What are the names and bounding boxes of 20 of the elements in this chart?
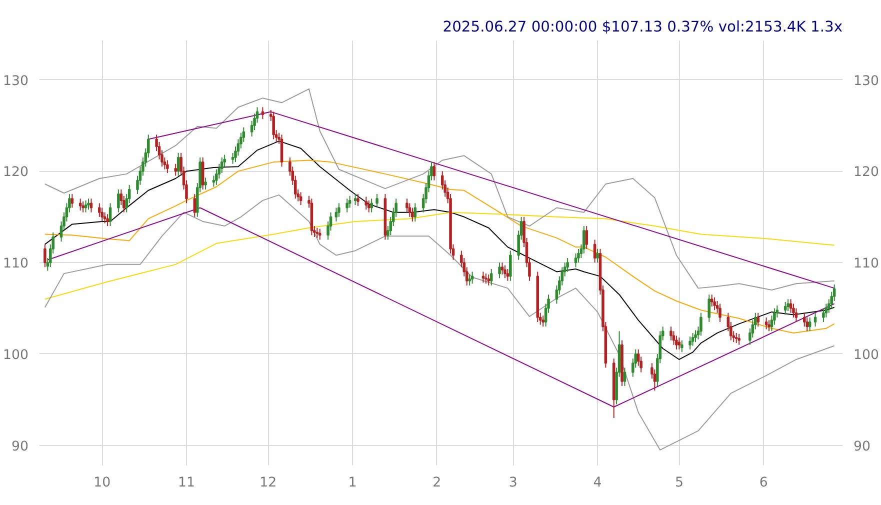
y2-tick-label: 90 bbox=[854, 439, 870, 454]
x-tick-label: 1 bbox=[348, 476, 357, 490]
x-tick-label: 10 bbox=[94, 476, 111, 490]
y-tick-label: 120 bbox=[3, 165, 29, 180]
y2-tick-label: 130 bbox=[854, 74, 879, 89]
y2-tick-label: 100 bbox=[854, 348, 879, 363]
y2-tick-label: 120 bbox=[854, 165, 879, 180]
x-tick-label: 3 bbox=[508, 476, 518, 490]
y-tick-label: 100 bbox=[3, 348, 29, 363]
x-tick-label: 11 bbox=[178, 476, 195, 490]
x-tick-label: 4 bbox=[593, 476, 602, 490]
x-tick-label: 6 bbox=[759, 476, 768, 490]
x-tick-label: 12 bbox=[260, 476, 277, 490]
y-tick-label: 90 bbox=[12, 439, 29, 454]
y2-tick-label: 110 bbox=[854, 256, 879, 272]
y-tick-label: 110 bbox=[3, 256, 29, 272]
x-tick-label: 2 bbox=[432, 476, 442, 490]
y-tick-label: 130 bbox=[3, 74, 29, 89]
chart-title: 2025.06.27 00:00:00 $107.13 0.37% vol:2153.4K 1.3x bbox=[442, 18, 843, 36]
x-tick-label: 5 bbox=[674, 476, 684, 490]
